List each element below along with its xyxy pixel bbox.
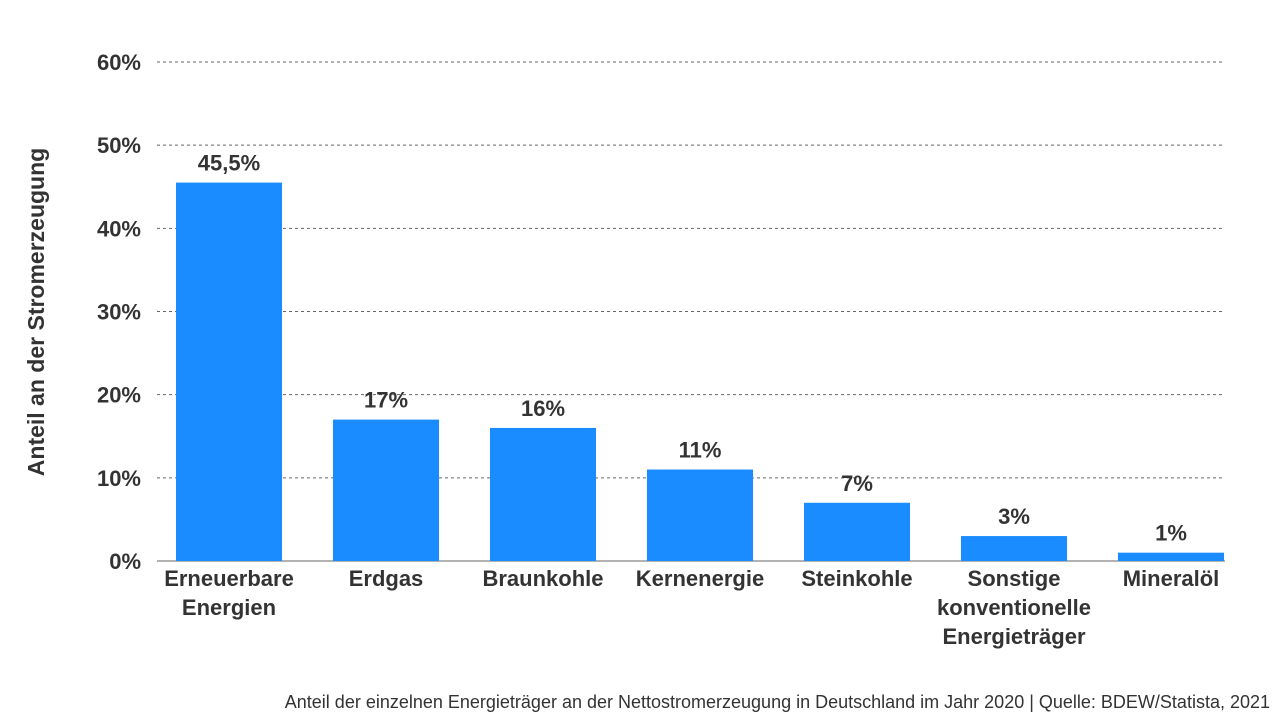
y-axis-ticks: 0% 10% 20% 30% 40% 50% 60%	[97, 50, 141, 574]
bars	[176, 182, 1224, 561]
x-tick-label: Mineralöl	[1123, 566, 1220, 591]
y-axis-title: Anteil an der Stromerzeugung	[23, 148, 49, 476]
bar	[1118, 552, 1224, 561]
y-tick-label: 20%	[97, 383, 141, 408]
bar-chart: 0% 10% 20% 30% 40% 50% 60% 45,5% 17% 16% 11% 7% 3% 1…	[23, 50, 1225, 649]
x-tick-label: Sonstige konventionelle Energieträger	[937, 566, 1091, 649]
x-tick-label: Erneuerbare Energien	[164, 566, 294, 620]
y-tick-label: 10%	[97, 466, 141, 491]
data-label: 45,5%	[198, 151, 260, 176]
bar	[804, 502, 910, 561]
x-tick-label: Braunkohle	[482, 566, 603, 591]
data-label: 11%	[679, 438, 722, 463]
y-tick-label: 0%	[109, 549, 141, 574]
data-label: 17%	[364, 388, 408, 413]
bar	[490, 427, 596, 561]
x-tick-label: Erdgas	[349, 566, 424, 591]
data-label: 3%	[998, 504, 1030, 529]
y-tick-label: 50%	[97, 133, 141, 158]
x-tick-label: Steinkohle	[801, 566, 912, 591]
data-label: 7%	[841, 471, 873, 496]
y-tick-label: 60%	[97, 50, 141, 75]
data-label: 1%	[1155, 521, 1187, 546]
category-labels: Erneuerbare Energien Erdgas Braunkohle Kerne…	[164, 566, 1219, 649]
bar	[176, 182, 282, 561]
bar	[647, 469, 753, 561]
data-label: 16%	[521, 396, 565, 421]
y-tick-label: 40%	[97, 216, 141, 241]
bar	[333, 419, 439, 561]
chart-caption: Anteil der einzelnen Energieträger an de…	[284, 692, 1270, 712]
x-tick-label: Kernenergie	[636, 566, 764, 591]
y-tick-label: 30%	[97, 300, 141, 325]
bar	[961, 536, 1067, 561]
value-labels: 45,5% 17% 16% 11% 7% 3% 1%	[198, 151, 1187, 546]
